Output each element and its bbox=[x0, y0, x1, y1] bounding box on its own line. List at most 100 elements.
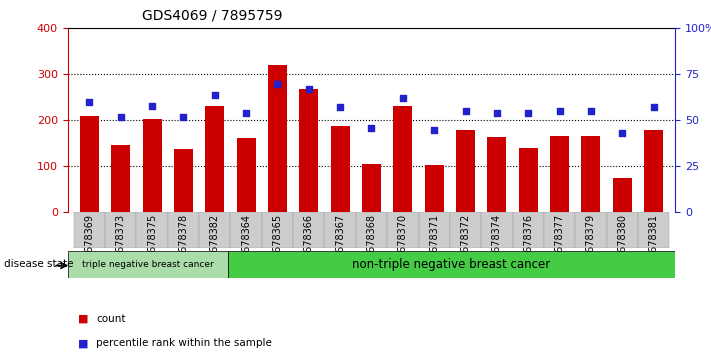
Bar bbox=[230, 212, 262, 248]
Text: GDS4069 / 7895759: GDS4069 / 7895759 bbox=[142, 9, 283, 23]
Bar bbox=[387, 212, 419, 248]
Bar bbox=[80, 116, 99, 212]
Bar bbox=[237, 138, 255, 212]
Bar bbox=[168, 28, 199, 212]
Point bbox=[554, 108, 565, 114]
Point bbox=[146, 103, 158, 108]
Text: GSM678366: GSM678366 bbox=[304, 214, 314, 273]
Text: GSM678370: GSM678370 bbox=[398, 214, 408, 273]
Bar bbox=[638, 212, 669, 248]
Bar bbox=[205, 105, 224, 212]
Text: GSM678375: GSM678375 bbox=[147, 214, 157, 273]
Bar bbox=[105, 28, 137, 212]
Bar bbox=[268, 65, 287, 212]
Bar bbox=[331, 126, 350, 212]
Text: ■: ■ bbox=[78, 338, 89, 348]
Bar bbox=[575, 28, 606, 212]
Bar bbox=[74, 212, 105, 248]
Text: GSM678367: GSM678367 bbox=[335, 214, 345, 273]
Text: percentile rank within the sample: percentile rank within the sample bbox=[96, 338, 272, 348]
Bar bbox=[143, 119, 161, 212]
Bar bbox=[293, 212, 324, 248]
Point bbox=[366, 125, 378, 131]
Bar bbox=[168, 212, 199, 248]
Bar bbox=[393, 105, 412, 212]
Bar bbox=[230, 28, 262, 212]
Bar bbox=[606, 212, 638, 248]
Text: GSM678372: GSM678372 bbox=[461, 214, 471, 273]
Text: GSM678371: GSM678371 bbox=[429, 214, 439, 273]
Point bbox=[303, 86, 314, 92]
Bar bbox=[606, 28, 638, 212]
Point bbox=[84, 99, 95, 105]
Bar bbox=[513, 28, 544, 212]
Point bbox=[429, 127, 440, 132]
Bar bbox=[137, 28, 168, 212]
Point bbox=[460, 108, 471, 114]
Bar bbox=[228, 251, 675, 278]
Bar bbox=[68, 251, 228, 278]
Bar bbox=[582, 137, 600, 212]
Bar bbox=[356, 28, 387, 212]
Point bbox=[115, 114, 127, 120]
Text: GSM678374: GSM678374 bbox=[492, 214, 502, 273]
Text: GSM678381: GSM678381 bbox=[648, 214, 658, 273]
Point bbox=[209, 92, 220, 97]
Point bbox=[616, 130, 628, 136]
Point bbox=[397, 96, 409, 101]
Point bbox=[648, 105, 659, 110]
Point bbox=[523, 110, 534, 116]
Bar bbox=[638, 28, 669, 212]
Bar bbox=[112, 145, 130, 212]
Bar bbox=[387, 28, 419, 212]
Bar bbox=[137, 212, 168, 248]
Point bbox=[178, 114, 189, 120]
Text: GSM678377: GSM678377 bbox=[555, 214, 565, 273]
Text: count: count bbox=[96, 314, 125, 324]
Bar bbox=[513, 212, 544, 248]
Bar bbox=[481, 212, 513, 248]
Bar bbox=[424, 165, 444, 212]
Text: GSM678364: GSM678364 bbox=[241, 214, 251, 273]
Bar bbox=[262, 28, 293, 212]
Text: GSM678380: GSM678380 bbox=[617, 214, 627, 273]
Bar bbox=[481, 28, 513, 212]
Bar bbox=[199, 28, 230, 212]
Bar bbox=[262, 212, 293, 248]
Point bbox=[334, 105, 346, 110]
Bar bbox=[293, 28, 324, 212]
Text: non-triple negative breast cancer: non-triple negative breast cancer bbox=[353, 258, 550, 271]
Bar bbox=[362, 164, 381, 212]
Bar bbox=[174, 149, 193, 212]
Point bbox=[491, 110, 503, 116]
Bar bbox=[575, 212, 606, 248]
Text: GSM678378: GSM678378 bbox=[178, 214, 188, 273]
Text: triple negative breast cancer: triple negative breast cancer bbox=[82, 260, 213, 269]
Text: GSM678368: GSM678368 bbox=[366, 214, 377, 273]
Bar bbox=[324, 28, 356, 212]
Text: GSM678379: GSM678379 bbox=[586, 214, 596, 273]
Bar bbox=[299, 89, 319, 212]
Bar bbox=[324, 212, 356, 248]
Bar bbox=[419, 212, 450, 248]
Text: GSM678365: GSM678365 bbox=[272, 214, 282, 273]
Text: disease state: disease state bbox=[4, 259, 73, 269]
Text: ■: ■ bbox=[78, 314, 89, 324]
Bar bbox=[450, 28, 481, 212]
Bar bbox=[456, 131, 475, 212]
Point bbox=[585, 108, 597, 114]
Bar bbox=[519, 148, 538, 212]
Text: GSM678373: GSM678373 bbox=[116, 214, 126, 273]
Bar bbox=[550, 137, 569, 212]
Text: GSM678382: GSM678382 bbox=[210, 214, 220, 273]
Bar bbox=[356, 212, 387, 248]
Bar bbox=[488, 137, 506, 212]
Bar bbox=[450, 212, 481, 248]
Point bbox=[240, 110, 252, 116]
Bar bbox=[544, 28, 575, 212]
Text: GSM678369: GSM678369 bbox=[85, 214, 95, 273]
Bar bbox=[74, 28, 105, 212]
Bar bbox=[613, 178, 631, 212]
Bar bbox=[105, 212, 137, 248]
Bar bbox=[419, 28, 450, 212]
